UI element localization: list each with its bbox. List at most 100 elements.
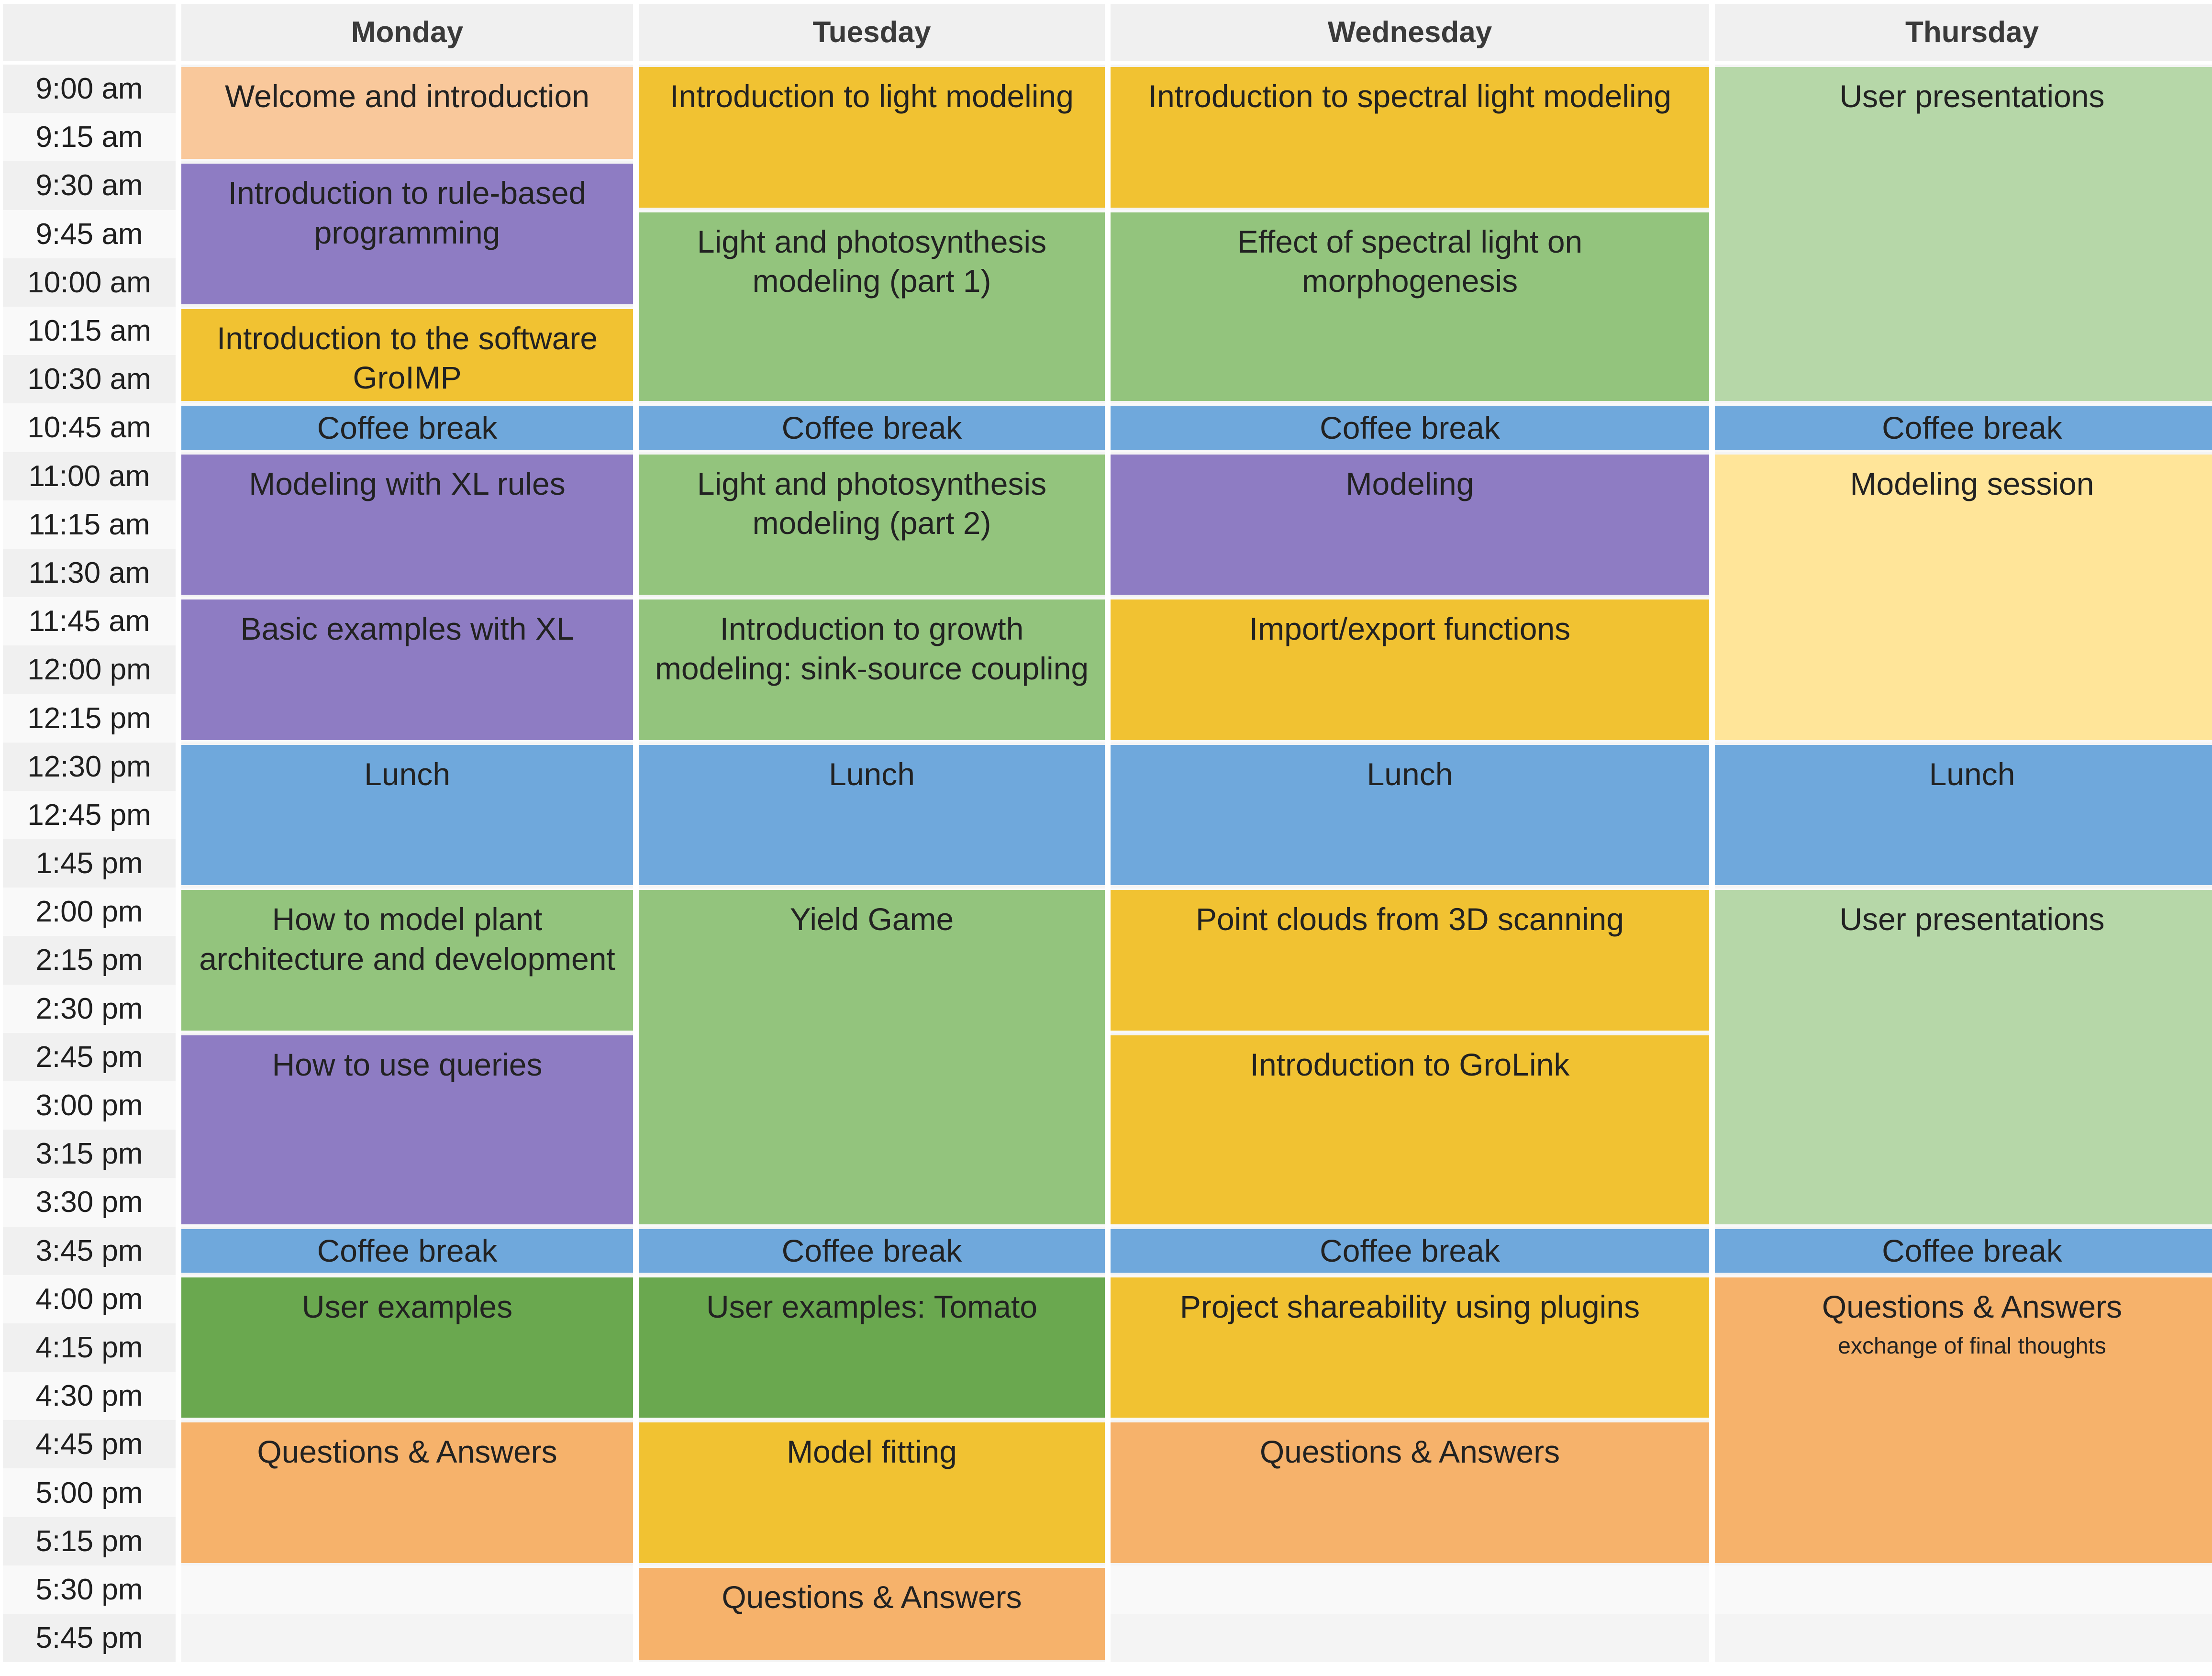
time-label: 4:15 pm (3, 1323, 176, 1372)
time-label: 5:00 pm (3, 1468, 176, 1517)
time-label: 9:30 am (3, 161, 176, 210)
time-label: 3:45 pm (3, 1226, 176, 1275)
session-block[interactable]: Questions & Answers (181, 1422, 633, 1563)
session-title: Light and photosynthesis modeling (part … (697, 223, 1047, 299)
session-block[interactable]: Coffee break (181, 406, 633, 450)
session-block[interactable]: How to use queries (181, 1035, 633, 1224)
session-title: Questions & Answers (257, 1434, 557, 1470)
time-label: 12:30 pm (3, 742, 176, 791)
session-block[interactable]: Coffee break (639, 1229, 1105, 1273)
session-title: Introduction to spectral light modeling (1148, 78, 1672, 114)
session-block[interactable]: Introduction to light modeling (639, 67, 1105, 208)
session-block[interactable]: Welcome and introduction (181, 67, 633, 159)
session-block[interactable]: Introduction to growth modeling: sink-so… (639, 599, 1105, 740)
session-block[interactable]: User examples: Tomato (639, 1277, 1105, 1418)
time-label: 12:45 pm (3, 790, 176, 839)
session-block[interactable]: Coffee break (1111, 1229, 1709, 1273)
session-title: Coffee break (1320, 1232, 1500, 1268)
session-title: User examples: Tomato (706, 1288, 1038, 1324)
session-block[interactable]: Lunch (639, 744, 1105, 886)
session-title: Coffee break (1882, 410, 2062, 445)
session-block[interactable]: Light and photosynthesis modeling (part … (639, 212, 1105, 401)
session-title: Project shareability using plugins (1179, 1288, 1640, 1324)
session-title: Lunch (829, 756, 915, 792)
session-title: Yield Game (789, 901, 954, 937)
empty-slot (1715, 1565, 2212, 1614)
empty-slot (1111, 1614, 1709, 1663)
time-label: 12:15 pm (3, 694, 176, 743)
session-title: User presentations (1839, 78, 2105, 114)
session-block[interactable]: Import/export functions (1111, 599, 1709, 740)
time-label: 11:00 am (3, 452, 176, 500)
time-label: 12:00 pm (3, 645, 176, 694)
session-block[interactable]: Questions & Answers (639, 1567, 1105, 1660)
session-title: Import/export functions (1249, 611, 1571, 647)
session-title: Coffee break (317, 410, 498, 445)
session-block[interactable]: Modeling session (1715, 454, 2212, 740)
session-block[interactable]: Lunch (181, 744, 633, 886)
time-label: 3:30 pm (3, 1178, 176, 1227)
session-title: Basic examples with XL (240, 611, 574, 647)
time-label: 10:15 am (3, 306, 176, 355)
session-block[interactable]: Introduction to rule-based programming (181, 164, 633, 304)
time-label: 10:00 am (3, 258, 176, 307)
session-block[interactable]: Lunch (1111, 744, 1709, 886)
day-header-monday: Monday (181, 4, 633, 61)
session-block[interactable]: Coffee break (181, 1229, 633, 1273)
session-title: Effect of spectral light on morphogenesi… (1237, 223, 1583, 299)
session-title: How to model plant architecture and deve… (199, 901, 615, 977)
session-block[interactable]: Introduction to the software GroIMP (181, 309, 633, 401)
session-block[interactable]: Modeling (1111, 454, 1709, 595)
session-block[interactable]: User presentations (1715, 890, 2212, 1224)
session-block[interactable]: Questions & Answers exchange of final tho… (1715, 1277, 2212, 1563)
session-title: Coffee break (781, 410, 962, 445)
day-header-tuesday: Tuesday (639, 4, 1105, 61)
session-block[interactable]: Model fitting (639, 1422, 1105, 1563)
session-block[interactable]: Questions & Answers (1111, 1422, 1709, 1563)
session-title: Introduction to GroLink (1250, 1046, 1570, 1082)
session-title: Questions & Answers (722, 1579, 1022, 1615)
session-block[interactable]: Coffee break (1715, 406, 2212, 450)
session-block[interactable]: Yield Game (639, 890, 1105, 1224)
session-block[interactable]: Point clouds from 3D scanning (1111, 890, 1709, 1031)
session-title: User examples (301, 1288, 513, 1324)
session-block[interactable]: How to model plant architecture and deve… (181, 890, 633, 1031)
day-header-wednesday: Wednesday (1111, 4, 1709, 61)
time-label: 4:00 pm (3, 1275, 176, 1323)
day-header-thursday: Thursday (1715, 4, 2212, 61)
session-block[interactable]: Basic examples with XL (181, 599, 633, 740)
time-label: 9:15 am (3, 113, 176, 162)
session-title: Lunch (364, 756, 450, 792)
session-title: Point clouds from 3D scanning (1195, 901, 1624, 937)
time-label: 5:15 pm (3, 1517, 176, 1565)
session-subtitle: exchange of final thoughts (1838, 1333, 2106, 1359)
session-block[interactable]: Lunch (1715, 744, 2212, 886)
session-block[interactable]: Light and photosynthesis modeling (part … (639, 454, 1105, 595)
time-label: 2:00 pm (3, 888, 176, 936)
session-title: Coffee break (781, 1232, 962, 1268)
time-label: 4:45 pm (3, 1420, 176, 1469)
session-block[interactable]: User examples (181, 1277, 633, 1418)
time-label: 11:30 am (3, 548, 176, 598)
session-title: User presentations (1839, 901, 2105, 937)
time-label: 2:15 pm (3, 936, 176, 985)
session-block[interactable]: Modeling with XL rules (181, 454, 633, 595)
time-label: 10:30 am (3, 355, 176, 404)
session-title: Introduction to growth modeling: sink-so… (655, 611, 1089, 686)
time-label: 4:30 pm (3, 1372, 176, 1421)
time-label: 3:00 pm (3, 1081, 176, 1130)
session-block[interactable]: Coffee break (639, 406, 1105, 450)
session-block[interactable]: Coffee break (1111, 406, 1709, 450)
session-block[interactable]: Effect of spectral light on morphogenesi… (1111, 212, 1709, 401)
session-block[interactable]: Introduction to GroLink (1111, 1035, 1709, 1224)
session-block[interactable]: User presentations (1715, 67, 2212, 401)
session-block[interactable]: Introduction to spectral light modeling (1111, 67, 1709, 208)
session-block[interactable]: Project shareability using plugins (1111, 1277, 1709, 1418)
time-label: 10:45 am (3, 403, 176, 452)
session-title: Lunch (1929, 756, 2015, 792)
session-block[interactable]: Coffee break (1715, 1229, 2212, 1273)
session-title: Coffee break (1882, 1232, 2062, 1268)
session-title: Modeling with XL rules (249, 466, 566, 501)
session-title: Introduction to light modeling (670, 78, 1074, 114)
